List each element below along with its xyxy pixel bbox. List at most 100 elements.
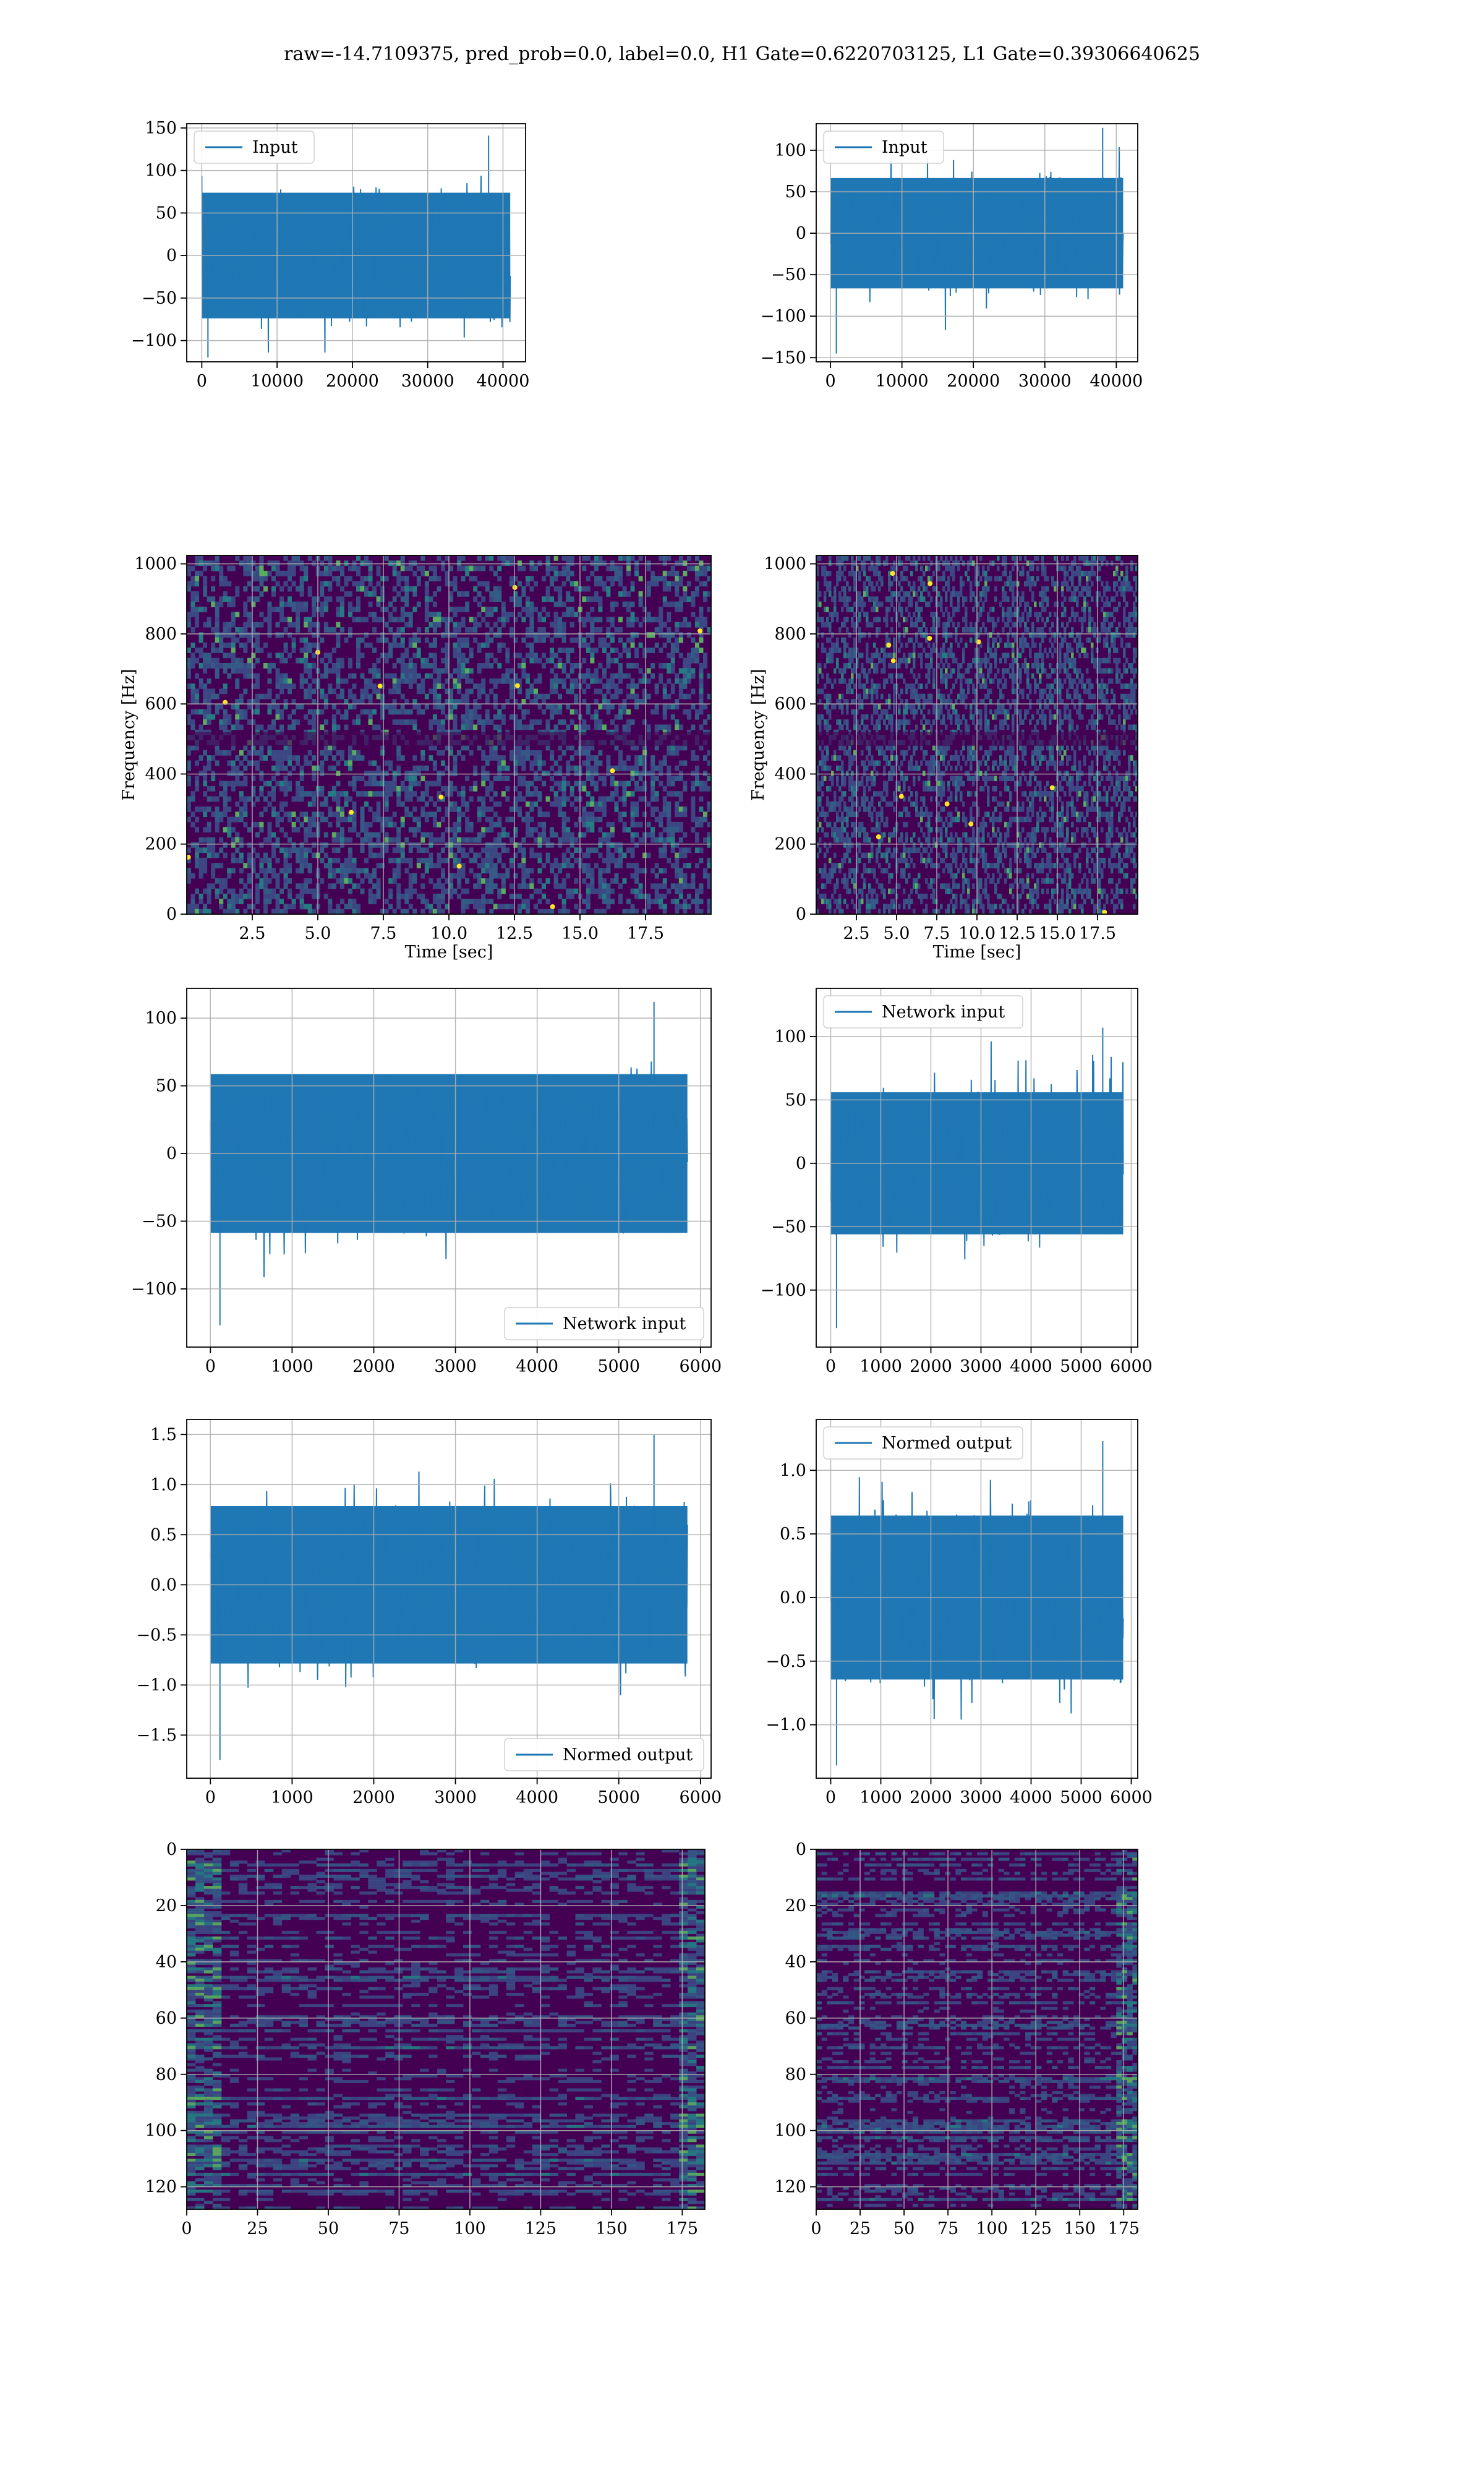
heat-cell: [296, 847, 301, 854]
heat-cell: [493, 699, 498, 704]
heat-cell: [858, 653, 861, 659]
heat-cell: [304, 888, 309, 894]
heat-cell: [521, 637, 526, 643]
heat-cell: [638, 642, 643, 648]
heat-cell: [304, 755, 309, 761]
heat-cell: [190, 709, 195, 715]
heat-cell: [866, 555, 869, 561]
heat-cell: [457, 668, 462, 674]
heat-cell: [352, 827, 357, 833]
heat-cell: [453, 827, 458, 833]
heat-cell: [686, 565, 691, 571]
heat-cell: [392, 699, 397, 704]
heat-cell: [654, 893, 659, 899]
heat-cell: [836, 576, 839, 581]
heat-cell: [586, 668, 591, 674]
heat-cell: [574, 724, 579, 730]
heat-cell: [453, 648, 458, 653]
heat-cell: [843, 653, 846, 659]
heat-cell: [866, 693, 869, 700]
heat-cell: [513, 617, 518, 623]
heat-cell: [215, 852, 220, 858]
heat-cell: [537, 760, 542, 766]
heat-cell: [853, 878, 856, 884]
heat-cell: [243, 781, 248, 787]
heat-cell: [457, 622, 462, 628]
heat-cell: [190, 724, 195, 730]
heat-cell: [529, 576, 534, 581]
heat-cell: [235, 663, 240, 669]
heat-cell: [263, 642, 268, 648]
heat-cell: [542, 781, 547, 787]
heat-cell: [424, 904, 429, 910]
heat-cell: [606, 868, 611, 874]
heat-cell: [598, 852, 603, 858]
heat-cell: [826, 678, 829, 684]
heat-cell: [239, 699, 244, 704]
heat-cell: [853, 785, 856, 792]
heat-cell: [356, 699, 360, 704]
heat-cell: [569, 893, 574, 899]
heat-cell: [344, 791, 349, 797]
heat-cell: [598, 827, 603, 833]
heat-cell: [826, 699, 829, 704]
heat-cell: [336, 816, 341, 823]
heat-cell: [485, 863, 490, 868]
heat-cell: [841, 673, 844, 679]
heat-cell: [211, 852, 216, 858]
heat-cell: [323, 606, 328, 612]
heat-cell: [537, 832, 542, 838]
heat-cell: [853, 755, 856, 761]
heat-cell: [412, 873, 417, 879]
heat-cell: [320, 601, 325, 607]
heat-cell: [388, 627, 393, 633]
heat-cell: [372, 899, 377, 904]
heat-cell: [219, 596, 224, 602]
heat-cell: [618, 847, 623, 854]
heat-cell: [400, 555, 405, 561]
heat-cell: [626, 724, 631, 730]
heat-cell: [838, 678, 842, 684]
heat-cell: [853, 668, 856, 674]
heat-cell: [203, 807, 208, 812]
heat-cell: [187, 714, 192, 720]
heat-cell: [586, 873, 591, 879]
heat-cell: [829, 581, 832, 587]
heat-cell: [198, 868, 203, 874]
heat-cell: [678, 847, 683, 854]
heat-cell: [863, 852, 866, 858]
heat-cell: [235, 811, 240, 818]
heat-cell: [642, 837, 647, 843]
heat-cell: [445, 857, 450, 863]
heat-cell: [659, 904, 663, 910]
heat-cell: [598, 719, 603, 725]
y-tick-label: 400: [145, 764, 177, 784]
heat-cell: [372, 781, 377, 787]
heat-cell: [445, 627, 450, 633]
heat-cell: [606, 709, 611, 715]
heat-cell: [187, 878, 192, 884]
heat-cell: [558, 622, 563, 628]
heat-cell: [336, 663, 341, 669]
legend-box: [194, 131, 315, 164]
heat-cell: [489, 857, 494, 863]
heat-cell: [231, 612, 236, 617]
heat-cell: [307, 750, 312, 756]
heat-cell: [190, 601, 195, 607]
heat-cell: [868, 750, 871, 756]
heat-cell: [304, 622, 309, 628]
heat-cell: [304, 688, 309, 695]
heat-cell: [598, 842, 603, 848]
heat-cell: [821, 648, 824, 653]
heat-cell: [239, 893, 244, 899]
heat-cell: [493, 883, 498, 889]
heat-cell: [694, 617, 699, 623]
heat-cell: [279, 755, 284, 761]
heat-cell: [675, 791, 680, 797]
heat-cell: [630, 555, 635, 561]
heat-cell: [493, 821, 498, 828]
heat-cell: [594, 714, 599, 720]
heat-cell: [368, 842, 373, 848]
heat-cell: [824, 852, 827, 858]
heat-cell: [831, 632, 834, 638]
